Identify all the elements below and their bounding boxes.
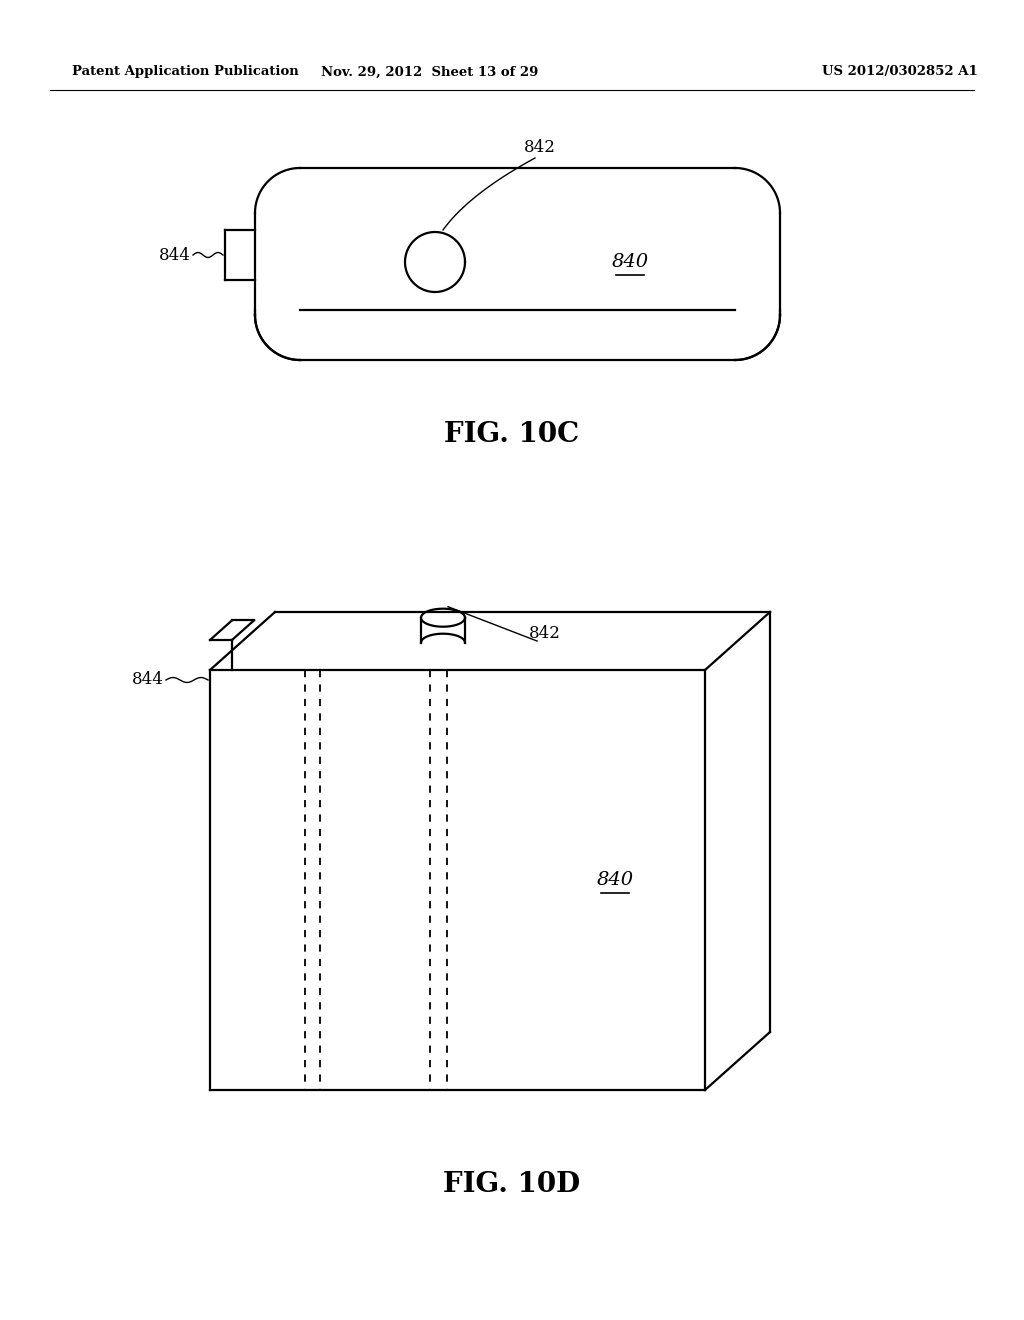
Text: 840: 840 xyxy=(611,253,648,271)
Text: FIG. 10C: FIG. 10C xyxy=(444,421,580,449)
Text: 840: 840 xyxy=(596,871,634,888)
Text: 842: 842 xyxy=(529,624,561,642)
Text: 842: 842 xyxy=(524,140,556,157)
Text: Patent Application Publication: Patent Application Publication xyxy=(72,66,299,78)
Text: FIG. 10D: FIG. 10D xyxy=(443,1172,581,1199)
Text: Nov. 29, 2012  Sheet 13 of 29: Nov. 29, 2012 Sheet 13 of 29 xyxy=(322,66,539,78)
Text: 844: 844 xyxy=(132,672,164,689)
Text: US 2012/0302852 A1: US 2012/0302852 A1 xyxy=(822,66,978,78)
Text: 844: 844 xyxy=(159,247,190,264)
